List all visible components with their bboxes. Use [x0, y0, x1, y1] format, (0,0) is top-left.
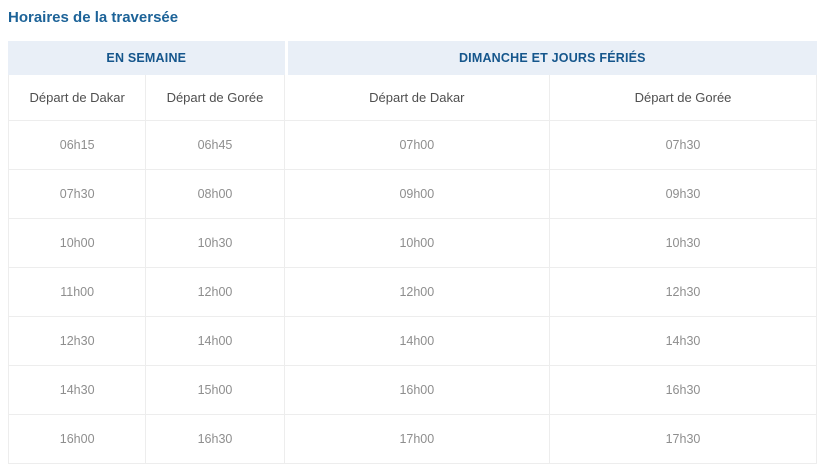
time-cell: 16h00 — [284, 365, 550, 415]
column-header-depart-dakar-sunday: Départ de Dakar — [284, 74, 550, 121]
table-row: 10h00 10h30 10h00 10h30 — [8, 218, 817, 268]
time-cell: 14h30 — [550, 316, 817, 366]
page-title: Horaires de la traversée — [8, 9, 179, 26]
table-row: 12h30 14h00 14h00 14h30 — [8, 316, 817, 366]
time-cell: 14h30 — [8, 365, 147, 415]
time-cell: 07h30 — [8, 169, 147, 219]
schedule-table-body: 06h15 06h45 07h00 07h30 07h30 08h00 09h00 09h30… — [8, 120, 817, 464]
time-cell: 14h00 — [284, 316, 550, 366]
time-cell: 16h30 — [146, 414, 285, 464]
time-cell: 06h15 — [8, 120, 147, 170]
table-row: 14h30 15h00 16h00 16h30 — [8, 365, 817, 415]
time-cell: 07h00 — [284, 120, 550, 170]
group-header-row: EN SEMAINE DIMANCHE ET JOURS FÉRIÉS — [8, 40, 817, 75]
time-cell: 16h30 — [550, 365, 817, 415]
time-cell: 07h30 — [550, 120, 817, 170]
column-header-depart-goree-weekday: Départ de Gorée — [146, 74, 285, 121]
time-cell: 08h00 — [146, 169, 285, 219]
time-cell: 10h30 — [146, 218, 285, 268]
schedule-table: EN SEMAINE DIMANCHE ET JOURS FÉRIÉS Dépa… — [8, 40, 817, 464]
time-cell: 10h30 — [550, 218, 817, 268]
time-cell: 12h00 — [146, 267, 285, 317]
time-cell: 11h00 — [8, 267, 147, 317]
time-cell: 09h30 — [550, 169, 817, 219]
group-header-weekdays: EN SEMAINE — [8, 40, 285, 75]
time-cell: 09h00 — [284, 169, 550, 219]
table-row: 11h00 12h00 12h00 12h30 — [8, 267, 817, 317]
time-cell: 16h00 — [8, 414, 147, 464]
time-cell: 15h00 — [146, 365, 285, 415]
table-row: 16h00 16h30 17h00 17h30 — [8, 414, 817, 464]
time-cell: 10h00 — [284, 218, 550, 268]
time-cell: 17h00 — [284, 414, 550, 464]
time-cell: 10h00 — [8, 218, 147, 268]
table-row: 06h15 06h45 07h00 07h30 — [8, 120, 817, 170]
time-cell: 17h30 — [550, 414, 817, 464]
column-header-row: Départ de Dakar Départ de Gorée Départ d… — [8, 74, 817, 121]
time-cell: 12h30 — [550, 267, 817, 317]
time-cell: 12h00 — [284, 267, 550, 317]
column-header-depart-dakar-weekday: Départ de Dakar — [8, 74, 147, 121]
time-cell: 12h30 — [8, 316, 147, 366]
column-header-depart-goree-sunday: Départ de Gorée — [550, 74, 817, 121]
time-cell: 06h45 — [146, 120, 285, 170]
time-cell: 14h00 — [146, 316, 285, 366]
table-row: 07h30 08h00 09h00 09h30 — [8, 169, 817, 219]
group-header-sundays-holidays: DIMANCHE ET JOURS FÉRIÉS — [284, 40, 817, 75]
